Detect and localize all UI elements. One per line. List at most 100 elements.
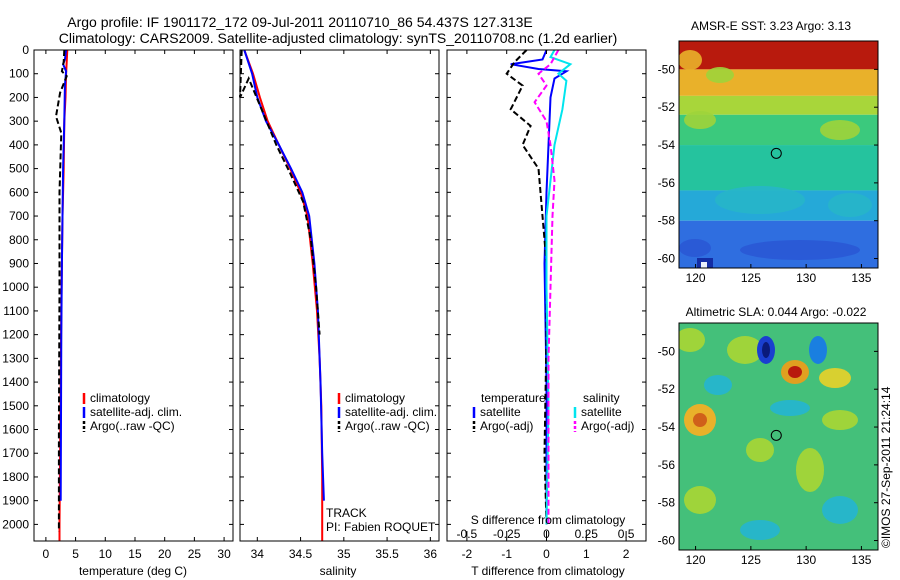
differences-series-t-satellite: [510, 49, 570, 525]
sst-map-title: AMSR-E SST: 3.23 Argo: 3.13: [691, 19, 851, 33]
sla-map-ytick-label: -56: [658, 458, 676, 472]
salinity-panel: 34 34.5 35 35.5 36 climatologysatellite-adj.…: [239, 49, 440, 578]
sst-patch: [679, 239, 711, 257]
sla-patch: [822, 496, 858, 524]
temperature-ytick-label: 1800: [2, 470, 29, 484]
sla-patch: [819, 368, 851, 388]
sla-map-ytick-label: -60: [658, 534, 676, 548]
temperature-xticks: 0 5 10 15 20 25 30: [43, 50, 231, 561]
temperature-panel: 0 5 10 15 20 25 30 0 100 200 300 400 500 600 700 800 90…: [2, 43, 234, 578]
temperature-ytick-label: 1000: [2, 280, 29, 294]
salinity-annotation-track: TRACK: [326, 506, 367, 520]
sla-patch: [770, 400, 810, 416]
differences-xtick-label: 0: [543, 547, 550, 561]
differences-xtick-label: 2: [623, 547, 630, 561]
sst-patch: [684, 111, 716, 129]
temperature-ytick-label: 200: [9, 90, 29, 104]
differences-xtick-label: 1: [583, 547, 590, 561]
sla-map-xtick-label: 135: [851, 553, 871, 567]
sst-map-yticks: -50 -52 -54 -56 -58 -60: [658, 62, 878, 266]
sst-map-patches: [679, 50, 872, 268]
differences-stick-label: -0.25: [493, 527, 521, 541]
sst-map-image: [679, 41, 878, 268]
sla-patch: [704, 375, 732, 395]
differences-legend-temperature-label: satellite: [480, 405, 521, 419]
sla-map-yticks: -50 -52 -54 -56 -58 -60: [658, 344, 878, 548]
temperature-ytick-label: 1900: [2, 494, 29, 508]
differences-xlabel: T difference from climatology: [471, 564, 625, 578]
sst-map-xtick-label: 120: [686, 271, 706, 285]
sla-map-patches: [679, 328, 858, 540]
sla-map-frame: [678, 322, 879, 551]
temperature-xtick-label: 20: [158, 547, 172, 561]
differences-legend: temperature salinitysatelliteArgo(-adj)sa…: [472, 391, 634, 433]
sla-patch: [740, 520, 780, 540]
sst-missing-data-fill: [701, 262, 707, 268]
temperature-xtick-label: 15: [128, 547, 142, 561]
sst-map-xticks: 120 125 130 135: [686, 264, 872, 285]
temperature-ytick-label: 2000: [2, 517, 29, 531]
salinity-series-argo-raw-qc-: [239, 49, 321, 335]
sst-map-ytick-label: -60: [658, 252, 676, 266]
sst-map-xtick-label: 130: [796, 271, 816, 285]
differences-series-s-satellite: [545, 49, 573, 525]
temperature-ytick-label: 1300: [2, 351, 29, 365]
sla-patch: [693, 413, 707, 427]
differences-stick-label: 0.25: [575, 527, 599, 541]
sla-patch: [684, 486, 716, 514]
sla-patch: [762, 342, 770, 358]
sst-patch: [706, 67, 734, 83]
salinity-yticks: [240, 49, 439, 525]
sla-map-xtick-label: 130: [796, 553, 816, 567]
differences-legend-temperature-label: Argo(-adj): [480, 419, 533, 433]
salinity-xlabel: salinity: [320, 564, 357, 578]
differences-marks: [505, 49, 573, 525]
sst-patch: [679, 50, 702, 70]
sla-patch: [679, 328, 705, 352]
temperature-xtick-label: 10: [99, 547, 113, 561]
timestamp-stamp: ©IMOS 27-Sep-2011 21:24:14: [879, 386, 893, 548]
temperature-series-satellite-adj-clim-: [59, 49, 68, 501]
sst-map-xtick-label: 125: [741, 271, 761, 285]
sst-map-band: [679, 145, 878, 191]
differences-stick-label: 0: [543, 527, 550, 541]
temperature-ytick-label: 100: [9, 67, 29, 81]
temperature-ytick-label: 900: [9, 256, 29, 270]
sla-patch: [809, 336, 827, 364]
temperature-ytick-label: 1200: [2, 328, 29, 342]
sst-map-band: [679, 95, 878, 115]
salinity-legend-label: satellite-adj. clim.: [345, 405, 437, 419]
temperature-legend-label: climatology: [90, 391, 150, 405]
temperature-ytick-label: 800: [9, 233, 29, 247]
sla-map-image: [679, 323, 878, 550]
sla-patch: [822, 410, 858, 430]
sla-map-xtick-label: 120: [686, 553, 706, 567]
temperature-ytick-label: 300: [9, 114, 29, 128]
title-line2: Climatology: CARS2009. Satellite-adjuste…: [59, 30, 617, 46]
differences-series-t-argo-adj-: [505, 49, 548, 525]
sst-patch: [715, 186, 805, 214]
sla-map-ytick-label: -52: [658, 382, 676, 396]
temperature-ytick-label: 1600: [2, 423, 29, 437]
sst-map-frame: [678, 40, 879, 269]
sla-patch: [788, 366, 802, 378]
differences-xticks: -2 -1 0 1 2: [462, 50, 630, 561]
temperature-ytick-label: 0: [22, 43, 29, 57]
differences-yticks: [447, 49, 646, 525]
differences-xlabel-top: S difference from climatology: [471, 513, 626, 527]
differences-stick-label: 0.5: [618, 527, 635, 541]
sst-patch: [740, 240, 860, 260]
differences-xtick-label: -2: [462, 547, 473, 561]
temperature-yticks: 0 100 200 300 400 500 600 700 800 900 1000 1100 1200…: [2, 43, 233, 531]
temperature-legend-label: Argo(..raw -QC): [90, 419, 175, 433]
sla-map-panel: Altimetric SLA: 0.044 Argo: -0.022: [658, 305, 879, 567]
temperature-series-argo-raw-qc-: [54, 49, 68, 532]
salinity-frame: [239, 49, 440, 542]
salinity-xtick-label: 35: [337, 547, 351, 561]
temperature-legend-label: satellite-adj. clim.: [90, 405, 182, 419]
sst-map-ytick-label: -50: [658, 62, 676, 76]
sla-map-xtick-label: 125: [741, 553, 761, 567]
salinity-series-climatology: [243, 49, 324, 541]
sla-map-title: Altimetric SLA: 0.044 Argo: -0.022: [686, 305, 867, 319]
